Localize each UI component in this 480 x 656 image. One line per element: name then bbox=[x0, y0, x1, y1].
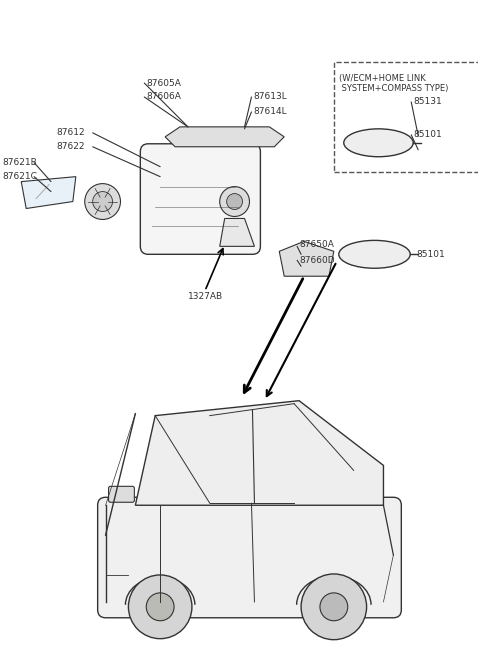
FancyBboxPatch shape bbox=[140, 144, 261, 255]
Polygon shape bbox=[220, 218, 254, 247]
Circle shape bbox=[85, 184, 120, 220]
Text: 1327AB: 1327AB bbox=[188, 292, 223, 300]
Circle shape bbox=[93, 192, 112, 211]
Text: 85101: 85101 bbox=[413, 131, 442, 139]
Circle shape bbox=[227, 194, 242, 209]
Text: 87650A: 87650A bbox=[299, 240, 334, 249]
Ellipse shape bbox=[344, 129, 413, 157]
Text: 87605A: 87605A bbox=[146, 79, 181, 87]
Circle shape bbox=[146, 593, 174, 621]
Text: 87621B: 87621B bbox=[2, 158, 37, 167]
Circle shape bbox=[220, 186, 250, 216]
Text: 85131: 85131 bbox=[413, 98, 442, 106]
Text: 85101: 85101 bbox=[416, 250, 445, 259]
FancyBboxPatch shape bbox=[108, 486, 134, 502]
Text: 87660D: 87660D bbox=[299, 256, 335, 265]
Text: 87606A: 87606A bbox=[146, 92, 181, 102]
Circle shape bbox=[301, 574, 367, 640]
Circle shape bbox=[320, 593, 348, 621]
Text: 87613L: 87613L bbox=[253, 92, 287, 102]
FancyBboxPatch shape bbox=[97, 497, 401, 618]
Text: (W/ECM+HOME LINK
 SYSTEM+COMPASS TYPE): (W/ECM+HOME LINK SYSTEM+COMPASS TYPE) bbox=[339, 74, 448, 93]
Polygon shape bbox=[135, 401, 384, 505]
Polygon shape bbox=[279, 241, 334, 276]
Text: 87614L: 87614L bbox=[253, 108, 287, 116]
Text: 87621C: 87621C bbox=[2, 172, 37, 181]
Circle shape bbox=[129, 575, 192, 639]
Text: 87612: 87612 bbox=[56, 129, 84, 137]
Polygon shape bbox=[21, 176, 76, 209]
Polygon shape bbox=[165, 127, 284, 147]
Ellipse shape bbox=[339, 240, 410, 268]
Text: 87622: 87622 bbox=[56, 142, 84, 152]
